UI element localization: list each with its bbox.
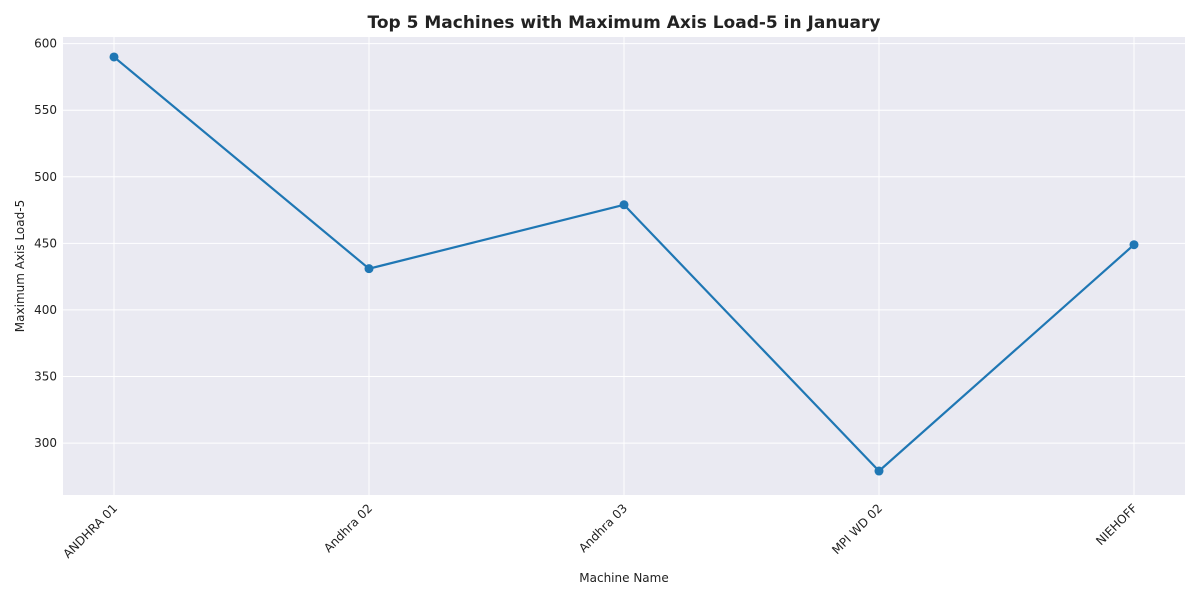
- x-gridlines: [113, 37, 1135, 495]
- y-tick-label: 350: [34, 370, 57, 384]
- x-tick-label: Andhra 03: [576, 501, 630, 555]
- data-point: [874, 466, 884, 476]
- data-point: [619, 200, 629, 210]
- x-axis-label: Machine Name: [579, 571, 668, 585]
- x-tick-label: NIEHOFF: [1093, 501, 1140, 548]
- y-axis-label: Maximum Axis Load-5: [13, 200, 27, 332]
- x-tick-label: MPI WD 02: [829, 501, 885, 557]
- x-tick-label: Andhra 02: [321, 501, 375, 555]
- y-tick-labels: 300 350 400 450 500 550 600: [34, 37, 57, 450]
- y-tick-label: 400: [34, 303, 57, 317]
- x-tick-label: ANDHRA 01: [60, 501, 120, 561]
- data-points: [109, 52, 1139, 476]
- y-tick-label: 550: [34, 103, 57, 117]
- data-point: [364, 264, 374, 274]
- data-point: [109, 52, 119, 62]
- y-tick-label: 300: [34, 436, 57, 450]
- y-tick-label: 600: [34, 37, 57, 51]
- y-tick-label: 500: [34, 170, 57, 184]
- x-tick-labels: ANDHRA 01 Andhra 02 Andhra 03 MPI WD 02 NIEH…: [60, 501, 1140, 561]
- chart-title: Top 5 Machines with Maximum Axis Load-5 …: [368, 13, 881, 33]
- y-tick-label: 450: [34, 236, 57, 250]
- data-point: [1129, 240, 1139, 250]
